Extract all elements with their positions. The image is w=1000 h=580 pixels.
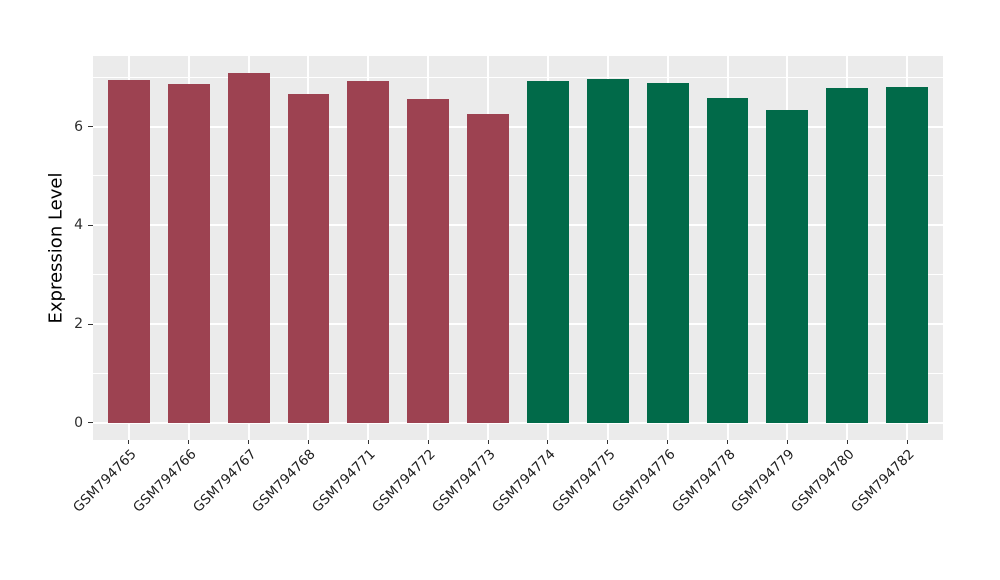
x-tick-mark-GSM794774 <box>547 440 549 444</box>
x-tick-mark-GSM794782 <box>906 440 908 444</box>
x-tick-label-GSM794765: GSM794765 <box>70 446 140 516</box>
major-gridline-y-4 <box>93 224 943 227</box>
x-tick-mark-GSM794772 <box>427 440 429 444</box>
x-tick-mark-GSM794766 <box>188 440 190 444</box>
minor-gridline-y-7 <box>93 76 943 78</box>
x-tick-mark-GSM794768 <box>307 440 309 444</box>
major-gridline-y-2 <box>93 323 943 325</box>
bar-GSM794774 <box>526 81 569 423</box>
x-tick-mark-GSM794771 <box>367 440 369 444</box>
y-tick-label-4: 4 <box>74 217 83 234</box>
bar-GSM794767 <box>227 73 270 423</box>
y-tick-label-2: 2 <box>74 316 83 332</box>
bar-GSM794775 <box>586 79 629 423</box>
plot-panel <box>93 56 943 440</box>
y-tick-mark-6 <box>88 126 93 128</box>
bar-GSM794773 <box>467 113 509 423</box>
bar-GSM794779 <box>766 109 809 423</box>
x-tick-mark-GSM794773 <box>487 440 489 444</box>
y-axis-title: Expression Level <box>45 172 67 324</box>
x-tick-mark-GSM794780 <box>846 440 848 444</box>
y-tick-mark-4 <box>88 224 93 226</box>
bar-GSM794772 <box>407 98 450 423</box>
bar-GSM794778 <box>706 98 749 423</box>
major-gridline-y-0 <box>93 421 943 424</box>
bar-GSM794768 <box>287 93 330 423</box>
y-tick-label-0: 0 <box>74 414 83 431</box>
x-tick-mark-GSM794775 <box>607 440 609 444</box>
y-tick-mark-2 <box>88 323 93 325</box>
minor-gridline-y-5 <box>93 175 943 177</box>
bar-GSM794766 <box>167 83 210 423</box>
x-tick-mark-GSM794776 <box>667 440 669 444</box>
y-tick-mark-0 <box>88 422 93 424</box>
bar-GSM794771 <box>347 81 390 423</box>
bar-GSM794782 <box>886 87 929 423</box>
x-tick-mark-GSM794778 <box>727 440 728 444</box>
x-tick-mark-GSM794779 <box>786 440 788 444</box>
y-tick-label-6: 6 <box>74 118 83 135</box>
minor-gridline-y-3 <box>93 274 943 276</box>
bar-GSM794765 <box>107 79 150 423</box>
major-gridline-y-6 <box>93 125 943 128</box>
bar-GSM794776 <box>646 82 689 423</box>
minor-gridline-y-1 <box>93 372 943 374</box>
bar-GSM794780 <box>826 87 869 423</box>
x-tick-mark-GSM794767 <box>248 440 250 444</box>
x-tick-mark-GSM794765 <box>128 440 130 444</box>
